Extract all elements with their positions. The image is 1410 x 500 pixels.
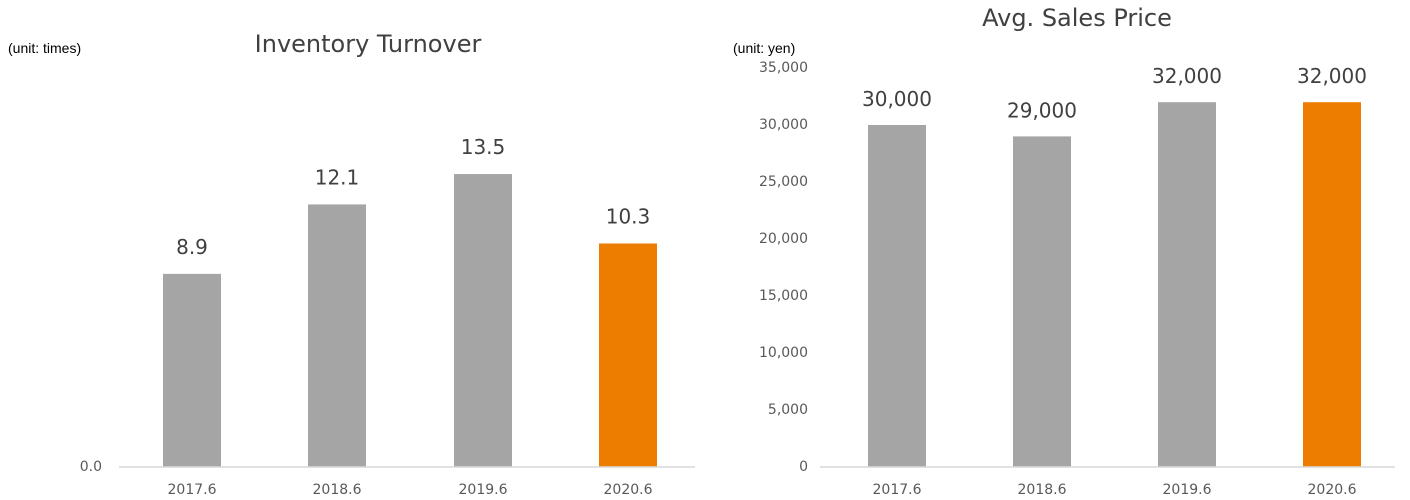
data-label: 30,000 [862,87,932,111]
y-tick-label: 35,000 [759,60,808,76]
data-label: 32,000 [1152,64,1222,88]
x-tick-label: 2020.6 [1308,482,1357,498]
x-tick-label: 2020.6 [604,482,653,498]
bar-2018-6 [308,204,366,467]
bar-2019-6 [1158,102,1216,467]
bar-2018-6 [1013,136,1071,467]
bar-2020-6 [599,243,657,467]
avg-sales-price-chart: Avg. Sales Price (unit: yen) 0 5,000 10,000 1… [705,0,1410,500]
data-label: 29,000 [1007,98,1077,122]
bar-2020-6 [1303,102,1361,467]
y-tick-label: 30,000 [759,117,808,133]
x-tick-label: 2019.6 [459,482,508,498]
data-label: 13.5 [461,135,506,159]
inventory-turnover-chart: Inventory Turnover (unit: times) 0.0 8.9 201… [8,30,695,498]
unit-label: (unit: times) [8,40,81,56]
unit-label: (unit: yen) [733,40,795,56]
x-tick-label: 2018.6 [1018,482,1067,498]
y-tick-label: 25,000 [759,174,808,190]
data-label: 12.1 [315,165,360,189]
x-tick-label: 2017.6 [168,482,217,498]
y-tick-label: 15,000 [759,288,808,304]
x-tick-label: 2019.6 [1163,482,1212,498]
data-label: 8.9 [176,235,208,259]
chart-title: Avg. Sales Price [982,4,1172,32]
y-tick-label: 0.0 [80,459,102,475]
data-label: 32,000 [1297,64,1367,88]
bar-2017-6 [868,125,926,467]
bar-2019-6 [454,174,512,468]
y-tick-label: 20,000 [759,231,808,247]
y-tick-label: 0 [799,459,808,475]
inventory-turnover-canvas: Inventory Turnover (unit: times) 0.0 8.9 201… [8,30,695,498]
chart-title: Inventory Turnover [255,30,482,58]
bar-2017-6 [163,273,221,467]
x-tick-label: 2017.6 [873,482,922,498]
y-tick-label: 10,000 [759,345,808,361]
y-tick-label: 5,000 [768,402,808,418]
avg-sales-price-canvas: Avg. Sales Price (unit: yen) 0 5,000 10,000 1… [733,4,1395,498]
data-label: 10.3 [606,204,651,228]
x-tick-label: 2018.6 [313,482,362,498]
